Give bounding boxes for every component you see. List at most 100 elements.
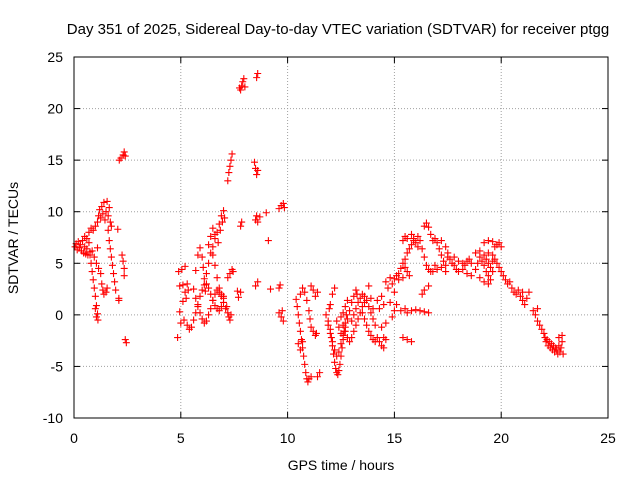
data-point [499, 272, 507, 280]
data-point [482, 268, 490, 276]
data-point [378, 323, 386, 331]
data-point [196, 292, 204, 300]
data-point [339, 309, 347, 317]
data-point [480, 239, 488, 247]
data-point [363, 296, 371, 304]
data-point [338, 344, 346, 352]
data-point [301, 360, 309, 368]
data-point [327, 334, 335, 342]
x-tick-label: 5 [177, 430, 185, 446]
data-point [480, 251, 488, 259]
data-point [536, 321, 544, 329]
data-point [348, 298, 356, 306]
data-point [476, 253, 484, 261]
data-point [484, 249, 492, 257]
data-point [85, 228, 93, 236]
data-point [250, 158, 258, 166]
data-point [339, 321, 347, 329]
data-point [88, 268, 96, 276]
data-point [367, 309, 375, 317]
data-point [431, 261, 439, 269]
data-point [335, 323, 343, 331]
data-point [442, 243, 450, 251]
data-point [497, 243, 505, 251]
data-point [307, 323, 315, 331]
data-point [300, 352, 308, 360]
data-point [216, 226, 224, 234]
data-point [102, 208, 110, 216]
data-point [202, 280, 210, 288]
data-point [371, 321, 379, 329]
data-point [103, 284, 111, 292]
data-point [229, 268, 237, 276]
data-point [183, 321, 191, 329]
chart-title: Day 351 of 2025, Sidereal Day-to-day VTE… [67, 21, 609, 38]
data-point [403, 235, 411, 243]
data-point [512, 290, 520, 298]
x-tick-label: 20 [493, 430, 509, 446]
data-point [324, 321, 332, 329]
data-point [120, 148, 128, 156]
data-point [238, 82, 246, 90]
data-point [122, 339, 130, 347]
data-point [79, 237, 87, 245]
data-point [538, 325, 546, 333]
data-point [207, 305, 215, 313]
data-point [558, 331, 566, 339]
data-point [264, 237, 272, 245]
data-point [314, 288, 322, 296]
data-point [403, 249, 411, 257]
data-point [519, 288, 527, 296]
data-point [416, 237, 424, 245]
data-point [369, 315, 377, 323]
data-point [176, 282, 184, 290]
data-point [401, 305, 409, 313]
data-point [181, 262, 189, 270]
data-point [354, 298, 362, 306]
data-point [100, 198, 108, 206]
data-point [76, 241, 84, 249]
data-point [489, 257, 497, 265]
data-point [495, 239, 503, 247]
data-point [90, 253, 98, 261]
data-point [192, 294, 200, 302]
data-point [365, 303, 373, 311]
data-point [292, 295, 300, 303]
data-point [375, 305, 383, 313]
data-point [302, 369, 310, 377]
data-point [326, 329, 334, 337]
data-point [382, 319, 390, 327]
data-point [95, 264, 103, 272]
data-point [350, 327, 358, 335]
x-tick-label: 10 [280, 430, 296, 446]
data-point [97, 270, 105, 278]
data-point [215, 284, 223, 292]
data-point [120, 264, 128, 272]
data-point [214, 239, 222, 247]
data-point [480, 278, 488, 286]
data-point [401, 263, 409, 271]
data-point [422, 261, 430, 269]
data-point [312, 329, 320, 337]
data-point [378, 292, 386, 300]
data-point [337, 329, 345, 337]
data-point [237, 222, 245, 230]
data-point [373, 296, 381, 304]
data-point [187, 323, 195, 331]
data-point [403, 336, 411, 344]
data-point [328, 338, 336, 346]
data-point [367, 331, 375, 339]
data-point [382, 278, 390, 286]
data-point [196, 309, 204, 317]
data-point [85, 239, 93, 247]
data-point [495, 263, 503, 271]
data-point [405, 245, 413, 253]
data-point [450, 261, 458, 269]
data-point [331, 284, 339, 292]
data-point [94, 316, 102, 324]
data-point [420, 253, 428, 261]
data-point [211, 290, 219, 298]
data-point [516, 292, 524, 300]
data-point [352, 286, 360, 294]
data-point [325, 305, 333, 313]
